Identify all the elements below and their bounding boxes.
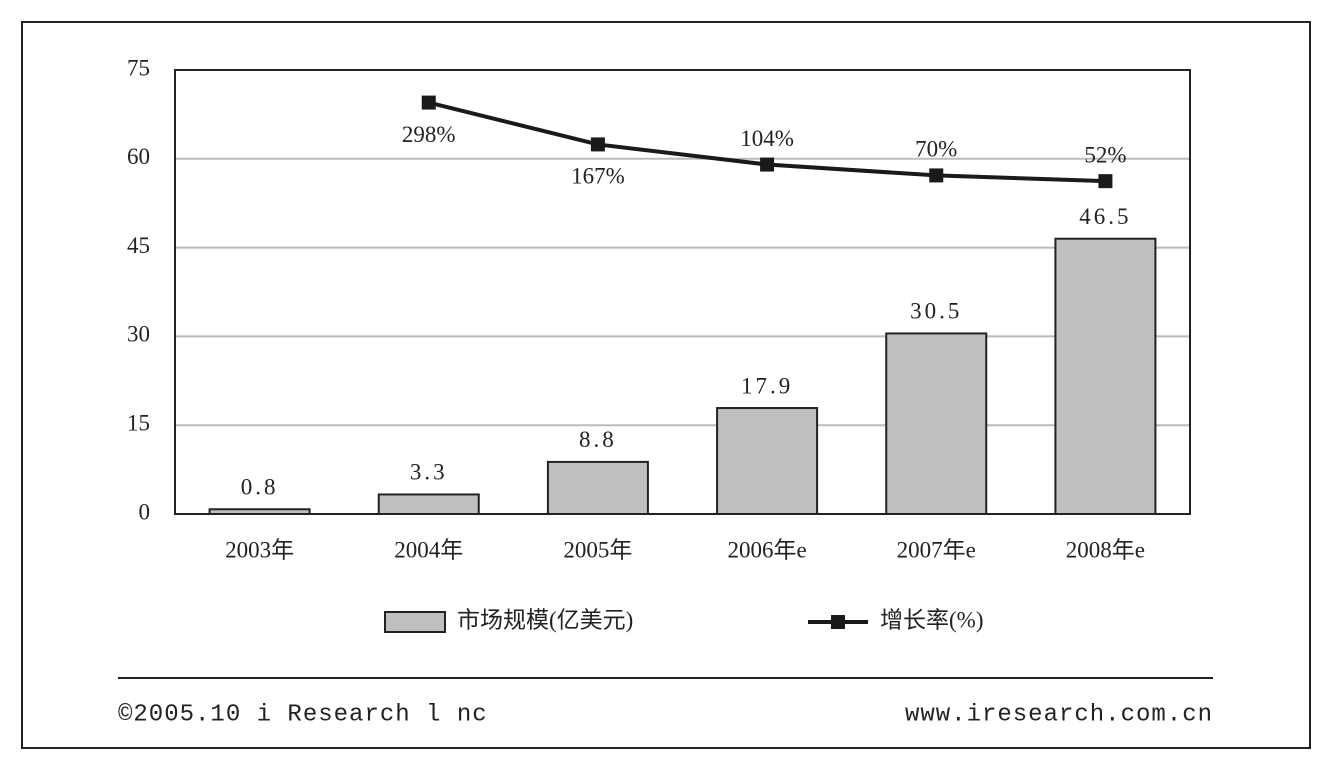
- y-tick-label: 75: [127, 55, 150, 80]
- data-label: 8.8: [579, 427, 617, 452]
- data-label: 46.5: [1079, 204, 1131, 229]
- y-tick-label: 30: [127, 322, 150, 347]
- line-marker: [590, 137, 605, 152]
- data-label: 30.5: [910, 299, 962, 324]
- bar: [716, 407, 819, 516]
- bar: [208, 508, 311, 516]
- x-tick-label: 2006年e: [727, 537, 806, 562]
- bar: [377, 493, 480, 515]
- line-marker: [760, 157, 775, 172]
- legend-marker: [831, 615, 845, 629]
- x-tick-label: 2004年: [394, 537, 463, 562]
- data-label: 3.3: [410, 460, 448, 485]
- data-label: 298%: [402, 122, 456, 147]
- y-tick-label: 45: [127, 233, 150, 258]
- x-tick-label: 2007年e: [897, 537, 976, 562]
- data-label: 104%: [740, 126, 794, 151]
- line-marker: [421, 95, 436, 110]
- y-tick-label: 0: [139, 499, 151, 524]
- line-marker: [1098, 174, 1113, 189]
- legend-swatch: [384, 611, 446, 633]
- y-tick-label: 60: [127, 144, 150, 169]
- footer-right: www.iresearch.com.cn: [905, 701, 1213, 728]
- bar: [546, 460, 649, 515]
- x-tick-label: 2003年: [225, 537, 294, 562]
- data-label: 167%: [571, 164, 625, 189]
- plot-border: [174, 69, 1191, 515]
- x-tick-label: 2008年e: [1066, 537, 1145, 562]
- legend-label: 增长率(%): [880, 607, 983, 632]
- x-tick-label: 2005年: [563, 537, 632, 562]
- y-tick-label: 15: [127, 410, 150, 435]
- data-label: 70%: [915, 137, 957, 162]
- line-marker: [929, 168, 944, 183]
- data-label: 52%: [1084, 142, 1126, 167]
- data-label: 17.9: [741, 373, 793, 398]
- data-label: 0.8: [241, 475, 279, 500]
- bar: [1054, 237, 1157, 515]
- footer-left: ©2005.10 i Research l nc: [118, 701, 488, 728]
- legend-label: 市场规模(亿美元): [457, 607, 633, 632]
- bar: [885, 332, 988, 515]
